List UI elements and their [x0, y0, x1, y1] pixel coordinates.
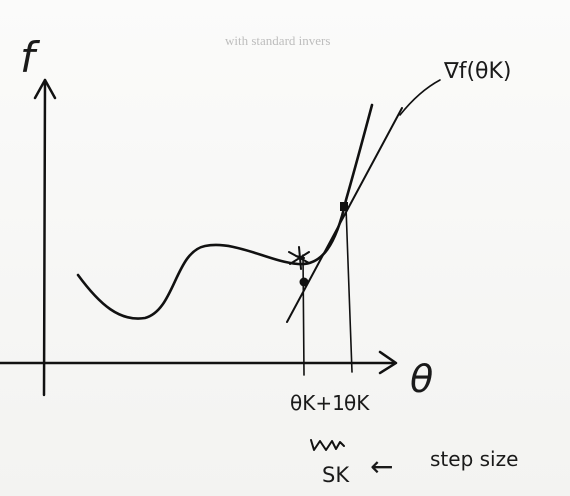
step-size-label: step size: [430, 447, 518, 471]
step-arrow: ←: [370, 450, 393, 483]
star-icon: [288, 246, 310, 270]
theta-k-label: θK: [344, 391, 370, 415]
tangent-line: [286, 107, 403, 323]
step-symbol-label: SK: [322, 463, 350, 487]
bleed-through-text: with standard invers: [225, 33, 330, 48]
step-squiggle: [310, 439, 345, 451]
current-point-marker: [340, 202, 348, 211]
y-axis-arrowhead: [33, 78, 57, 100]
theta-k1-label: θK+1: [290, 391, 345, 415]
theta-k1-drop-line: [302, 254, 305, 376]
y-axis-line: [42, 78, 47, 397]
theta-k-drop-line: [345, 206, 353, 373]
tangent-intersection-point: [299, 277, 309, 287]
gradient-leader-line: [399, 79, 441, 116]
gradient-label: ∇f(θK): [443, 59, 512, 84]
x-axis-label: θ: [410, 357, 433, 401]
y-axis-label: f: [20, 33, 41, 82]
function-curve: [76, 103, 374, 320]
x-axis-arrowhead: [378, 350, 398, 375]
